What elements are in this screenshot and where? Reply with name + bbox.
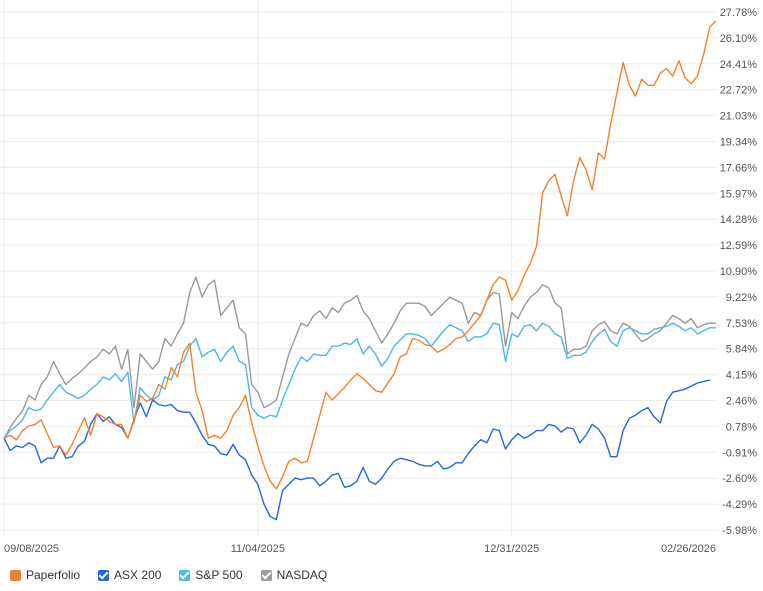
legend-checkbox-icon[interactable] [10, 569, 21, 581]
x-tick-label: 11/04/2025 [231, 543, 285, 555]
y-tick-label: 24.41% [720, 59, 758, 71]
legend-checkbox-icon[interactable] [179, 569, 191, 581]
series-line-paperfolio [3, 20, 717, 490]
y-tick-label: 22.72% [720, 85, 758, 97]
x-tick-label: 02/26/2026 [661, 543, 716, 555]
legend-label: NASDAQ [276, 568, 328, 582]
legend-item-s-p-500[interactable]: S&P 500 [179, 568, 243, 582]
x-tick-label: 09/08/2025 [4, 543, 59, 555]
legend-item-asx-200[interactable]: ASX 200 [98, 568, 161, 582]
y-tick-label: -5.98% [722, 525, 757, 537]
y-tick-label: 27.78% [720, 7, 758, 19]
legend-item-paperfolio[interactable]: Paperfolio [10, 568, 80, 582]
line-chart: 27.78% 26.10% 24.41% 22.72% 21.03% 19.34% 17.6… [0, 0, 758, 555]
legend-label: ASX 200 [114, 568, 162, 582]
series-lines [3, 20, 717, 521]
legend: Paperfolio ASX 200 S&P 500 NASDAQ [10, 568, 327, 582]
series-line-s-p-500 [3, 322, 716, 439]
y-tick-label: 21.03% [720, 111, 758, 123]
y-tick-label: -0.91% [722, 447, 757, 459]
y-tick-label: -2.60% [722, 473, 757, 485]
y-tick-label: 14.28% [720, 214, 758, 226]
series-line-asx-200 [3, 379, 710, 521]
y-tick-label: 9.22% [726, 292, 757, 304]
y-tick-label: 12.59% [720, 240, 758, 252]
y-tick-label: 4.15% [726, 370, 757, 382]
y-axis-tick-labels: 27.78% 26.10% 24.41% 22.72% 21.03% 19.34% 17.6… [720, 7, 758, 537]
y-tick-label: 17.66% [720, 162, 758, 174]
legend-checkbox-icon[interactable] [98, 569, 110, 581]
y-tick-label: 0.78% [726, 421, 757, 433]
legend-label: S&P 500 [195, 568, 243, 582]
y-tick-label: 10.90% [720, 266, 758, 278]
y-tick-label: 5.84% [726, 344, 757, 356]
y-tick-label: 15.97% [720, 188, 758, 200]
x-axis-tick-labels: 09/08/2025 11/04/2025 12/31/2025 02/26/2026 [4, 543, 716, 555]
y-tick-label: 2.46% [726, 396, 757, 408]
legend-checkbox-icon[interactable] [260, 569, 272, 581]
x-tick-label: 12/31/2025 [484, 543, 539, 555]
gridlines [0, 0, 718, 536]
y-tick-label: 26.10% [720, 33, 758, 45]
y-tick-label: 7.53% [726, 318, 757, 330]
legend-item-nasdaq[interactable]: NASDAQ [260, 568, 328, 582]
y-tick-label: 19.34% [720, 137, 758, 149]
series-line-nasdaq [3, 276, 716, 439]
legend-label: Paperfolio [26, 568, 81, 582]
y-tick-label: -4.29% [722, 499, 757, 511]
